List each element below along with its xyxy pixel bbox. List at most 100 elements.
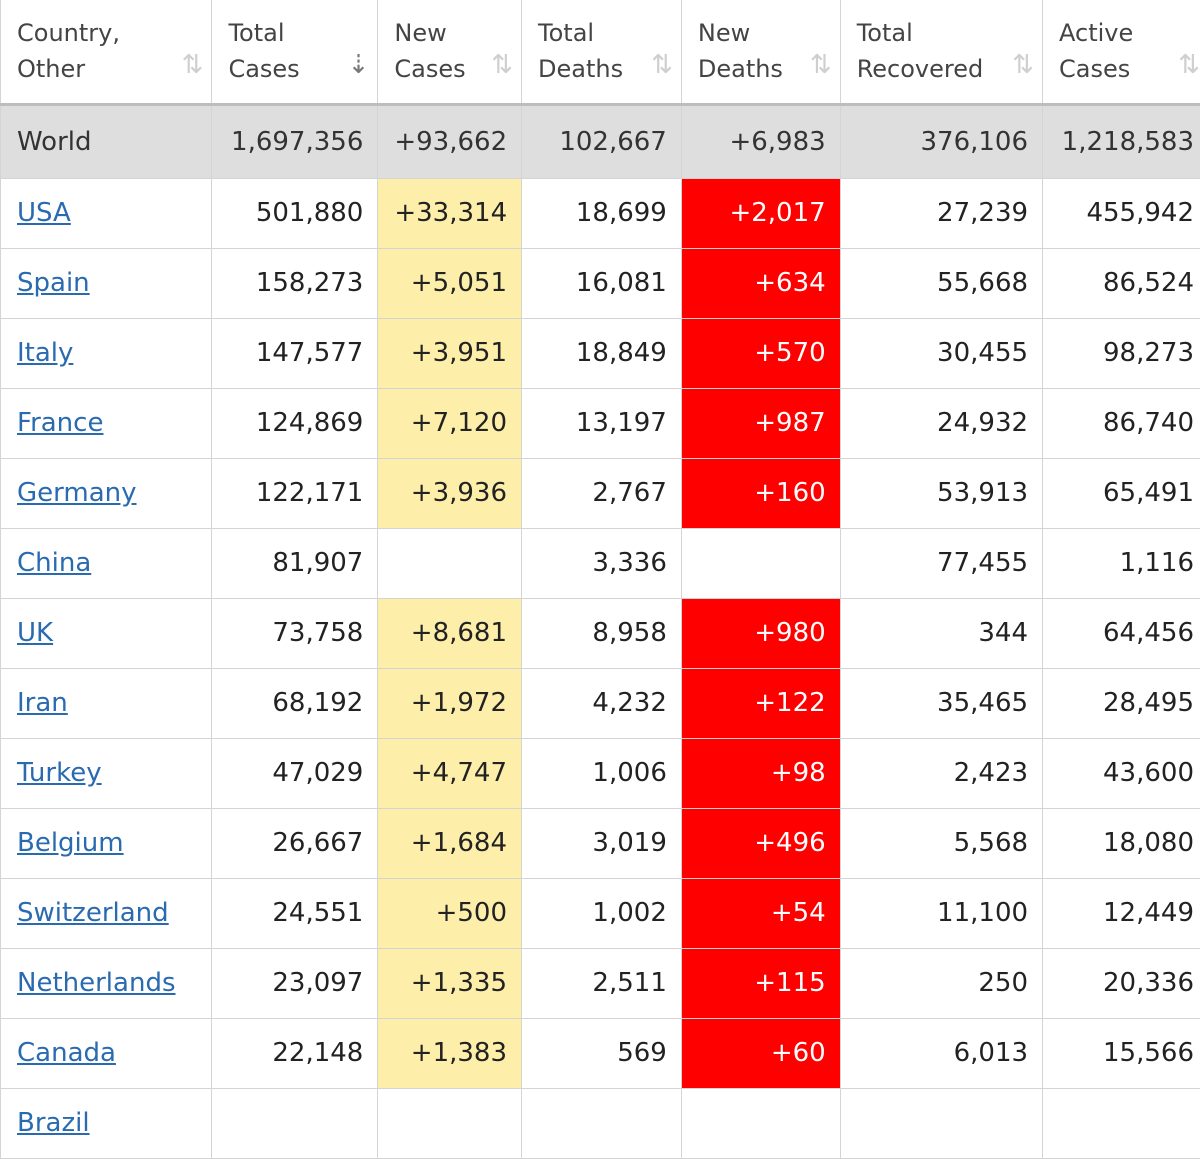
column-header-total-cases[interactable]: Total Cases⇣: [212, 0, 378, 104]
sort-icon[interactable]: ⇅: [1012, 47, 1028, 83]
country-link[interactable]: Switzerland: [17, 898, 169, 928]
country-cell: Germany: [1, 458, 212, 528]
new-deaths-cell: [681, 528, 840, 598]
new-cases-cell: +1,383: [378, 1018, 522, 1088]
column-header-new-deaths[interactable]: New Deaths ⇅: [681, 0, 840, 104]
total-cases-cell: 24,551: [212, 878, 378, 948]
active-cases-cell: 455,942: [1043, 178, 1200, 248]
column-header-label: Total Deaths: [538, 15, 623, 87]
total-recovered-cell: 55,668: [840, 248, 1042, 318]
column-header-active-cases[interactable]: Active Cases ⇅: [1043, 0, 1200, 104]
country-link[interactable]: Spain: [17, 268, 90, 298]
country-cell: Iran: [1, 668, 212, 738]
total-deaths-cell: 3,019: [522, 808, 682, 878]
column-header-new-cases[interactable]: New Cases⇅: [378, 0, 522, 104]
column-header-label: New Deaths: [698, 15, 783, 87]
country-cell: Spain: [1, 248, 212, 318]
total-cases-cell: 26,667: [212, 808, 378, 878]
country-link[interactable]: Brazil: [17, 1108, 90, 1138]
new-deaths-cell: +980: [681, 598, 840, 668]
country-cell: Canada: [1, 1018, 212, 1088]
new-cases-cell: +3,951: [378, 318, 522, 388]
country-link[interactable]: Canada: [17, 1038, 116, 1068]
active-cases-cell: 1,218,583: [1043, 104, 1200, 178]
new-cases-cell: +1,972: [378, 668, 522, 738]
new-deaths-cell: +60: [681, 1018, 840, 1088]
sort-icon[interactable]: ⇅: [182, 47, 198, 83]
column-header-label: Active Cases: [1059, 15, 1133, 87]
total-recovered-cell: 27,239: [840, 178, 1042, 248]
active-cases-cell: 12,449: [1043, 878, 1200, 948]
column-header-total-recovered[interactable]: Total Recovered ⇅: [840, 0, 1042, 104]
total-deaths-cell: 13,197: [522, 388, 682, 458]
country-link[interactable]: France: [17, 408, 103, 438]
active-cases-cell: 65,491: [1043, 458, 1200, 528]
country-link[interactable]: UK: [17, 618, 53, 648]
country-cell: USA: [1, 178, 212, 248]
country-link[interactable]: Turkey: [17, 758, 102, 788]
country-link[interactable]: Netherlands: [17, 968, 176, 998]
sort-icon[interactable]: ⇅: [651, 47, 667, 83]
total-recovered-cell: 35,465: [840, 668, 1042, 738]
new-cases-cell: +500: [378, 878, 522, 948]
total-deaths-cell: 1,006: [522, 738, 682, 808]
column-header-label: Total Recovered: [857, 15, 984, 87]
sort-descending-icon[interactable]: ⇣: [348, 47, 364, 83]
new-cases-cell: [378, 1088, 522, 1158]
active-cases-cell: 28,495: [1043, 668, 1200, 738]
new-cases-cell: [378, 528, 522, 598]
active-cases-cell: 1,116: [1043, 528, 1200, 598]
country-link[interactable]: Belgium: [17, 828, 124, 858]
country-cell: France: [1, 388, 212, 458]
new-deaths-cell: +160: [681, 458, 840, 528]
total-cases-cell: 158,273: [212, 248, 378, 318]
total-cases-cell: 22,148: [212, 1018, 378, 1088]
active-cases-cell: 86,524: [1043, 248, 1200, 318]
header-row: Country, Other⇅ Total Cases⇣ New Cases⇅ …: [1, 0, 1200, 104]
active-cases-cell: 98,273: [1043, 318, 1200, 388]
country-link[interactable]: Italy: [17, 338, 73, 368]
country-link[interactable]: China: [17, 548, 91, 578]
active-cases-cell: [1043, 1088, 1200, 1158]
country-cell: Turkey: [1, 738, 212, 808]
country-cell: UK: [1, 598, 212, 668]
sort-icon[interactable]: ⇅: [810, 47, 826, 83]
sort-icon[interactable]: ⇅: [1178, 47, 1194, 83]
column-header-country[interactable]: Country, Other⇅: [1, 0, 212, 104]
country-cell: Brazil: [1, 1088, 212, 1158]
country-cell: Belgium: [1, 808, 212, 878]
new-cases-cell: +3,936: [378, 458, 522, 528]
total-cases-cell: 122,171: [212, 458, 378, 528]
total-deaths-cell: 2,511: [522, 948, 682, 1018]
total-recovered-cell: 5,568: [840, 808, 1042, 878]
new-cases-cell: +8,681: [378, 598, 522, 668]
country-cell: Italy: [1, 318, 212, 388]
total-deaths-cell: 569: [522, 1018, 682, 1088]
active-cases-cell: 20,336: [1043, 948, 1200, 1018]
total-cases-cell: 501,880: [212, 178, 378, 248]
sort-icon[interactable]: ⇅: [491, 47, 507, 83]
table-header: Country, Other⇅ Total Cases⇣ New Cases⇅ …: [1, 0, 1200, 104]
total-recovered-cell: 6,013: [840, 1018, 1042, 1088]
column-header-total-deaths[interactable]: Total Deaths ⇅: [522, 0, 682, 104]
active-cases-cell: 18,080: [1043, 808, 1200, 878]
new-deaths-cell: +115: [681, 948, 840, 1018]
total-cases-cell: 124,869: [212, 388, 378, 458]
new-deaths-cell: +6,983: [681, 104, 840, 178]
total-recovered-cell: 11,100: [840, 878, 1042, 948]
country-link[interactable]: Iran: [17, 688, 68, 718]
new-deaths-cell: +570: [681, 318, 840, 388]
country-link[interactable]: USA: [17, 198, 71, 228]
total-cases-cell: 1,697,356: [212, 104, 378, 178]
total-recovered-cell: 250: [840, 948, 1042, 1018]
total-cases-cell: 147,577: [212, 318, 378, 388]
new-deaths-cell: +54: [681, 878, 840, 948]
country-link[interactable]: Germany: [17, 478, 137, 508]
